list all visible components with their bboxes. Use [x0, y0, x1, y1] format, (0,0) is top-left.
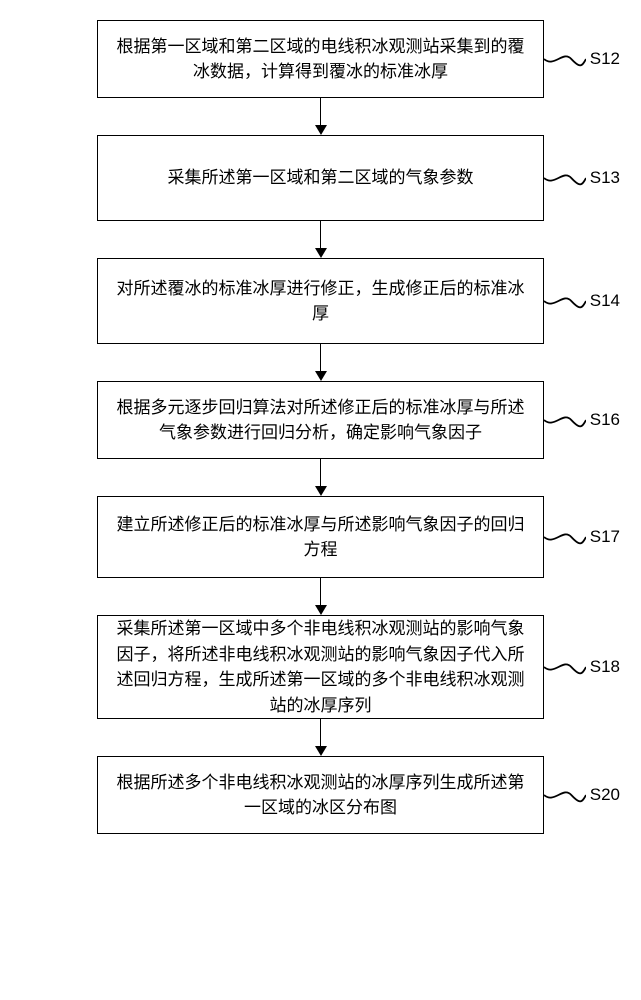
connector-curve-icon	[544, 527, 586, 547]
flow-step-row: 根据多元逐步回归算法对所述修正后的标准冰厚与所述气象参数进行回归分析，确定影响气…	[10, 381, 631, 459]
step-label-cell: S14	[544, 291, 631, 311]
flow-step-box-s13: 采集所述第一区域和第二区域的气象参数	[97, 135, 544, 221]
arrow-head	[315, 371, 327, 381]
flow-step-row: 根据第一区域和第二区域的电线积冰观测站采集到的覆冰数据，计算得到覆冰的标准冰厚 S…	[10, 20, 631, 98]
step-label-s14: S14	[590, 291, 620, 311]
step-label-s17: S17	[590, 527, 620, 547]
arrow-head	[315, 486, 327, 496]
step-label-s12: S12	[590, 49, 620, 69]
arrow-head	[315, 746, 327, 756]
arrow-down-icon	[315, 344, 327, 381]
flow-step-row: 采集所述第一区域中多个非电线积冰观测站的影响气象因子，将所述非电线积冰观测站的影…	[10, 615, 631, 719]
flow-step-box-s20: 根据所述多个非电线积冰观测站的冰厚序列生成所述第一区域的冰区分布图	[97, 756, 544, 834]
arrow-head	[315, 125, 327, 135]
connector-curve-icon	[544, 291, 586, 311]
arrow-shaft	[320, 98, 321, 126]
arrow-shaft	[320, 719, 321, 747]
arrow-shaft	[320, 578, 321, 606]
flow-step-box-s18: 采集所述第一区域中多个非电线积冰观测站的影响气象因子，将所述非电线积冰观测站的影…	[97, 615, 544, 719]
connector-curve-icon	[544, 410, 586, 430]
arrow-down-icon	[315, 459, 327, 496]
step-label-s13: S13	[590, 168, 620, 188]
connector-curve-icon	[544, 785, 586, 805]
flow-step-box-s12: 根据第一区域和第二区域的电线积冰观测站采集到的覆冰数据，计算得到覆冰的标准冰厚	[97, 20, 544, 98]
arrow-shaft	[320, 459, 321, 487]
flow-step-box-s17: 建立所述修正后的标准冰厚与所述影响气象因子的回归方程	[97, 496, 544, 578]
step-label-cell: S17	[544, 527, 631, 547]
flowchart-container: 根据第一区域和第二区域的电线积冰观测站采集到的覆冰数据，计算得到覆冰的标准冰厚 S…	[10, 20, 631, 834]
connector-curve-icon	[544, 657, 586, 677]
flow-step-row: 采集所述第一区域和第二区域的气象参数 S13	[10, 135, 631, 221]
connector-curve-icon	[544, 49, 586, 69]
step-label-cell: S12	[544, 49, 631, 69]
flow-step-box-s16: 根据多元逐步回归算法对所述修正后的标准冰厚与所述气象参数进行回归分析，确定影响气…	[97, 381, 544, 459]
arrow-down-icon	[315, 578, 327, 615]
flow-step-row: 建立所述修正后的标准冰厚与所述影响气象因子的回归方程 S17	[10, 496, 631, 578]
arrow-down-icon	[315, 221, 327, 258]
flow-step-row: 对所述覆冰的标准冰厚进行修正，生成修正后的标准冰厚 S14	[10, 258, 631, 344]
step-label-cell: S18	[544, 657, 631, 677]
step-label-cell: S13	[544, 168, 631, 188]
step-label-cell: S20	[544, 785, 631, 805]
arrow-shaft	[320, 344, 321, 372]
step-label-cell: S16	[544, 410, 631, 430]
arrow-down-icon	[315, 98, 327, 135]
step-label-s16: S16	[590, 410, 620, 430]
step-label-s18: S18	[590, 657, 620, 677]
flow-step-box-s14: 对所述覆冰的标准冰厚进行修正，生成修正后的标准冰厚	[97, 258, 544, 344]
step-label-s20: S20	[590, 785, 620, 805]
arrow-down-icon	[315, 719, 327, 756]
connector-curve-icon	[544, 168, 586, 188]
arrow-head	[315, 248, 327, 258]
arrow-head	[315, 605, 327, 615]
arrow-shaft	[320, 221, 321, 249]
flow-step-row: 根据所述多个非电线积冰观测站的冰厚序列生成所述第一区域的冰区分布图 S20	[10, 756, 631, 834]
